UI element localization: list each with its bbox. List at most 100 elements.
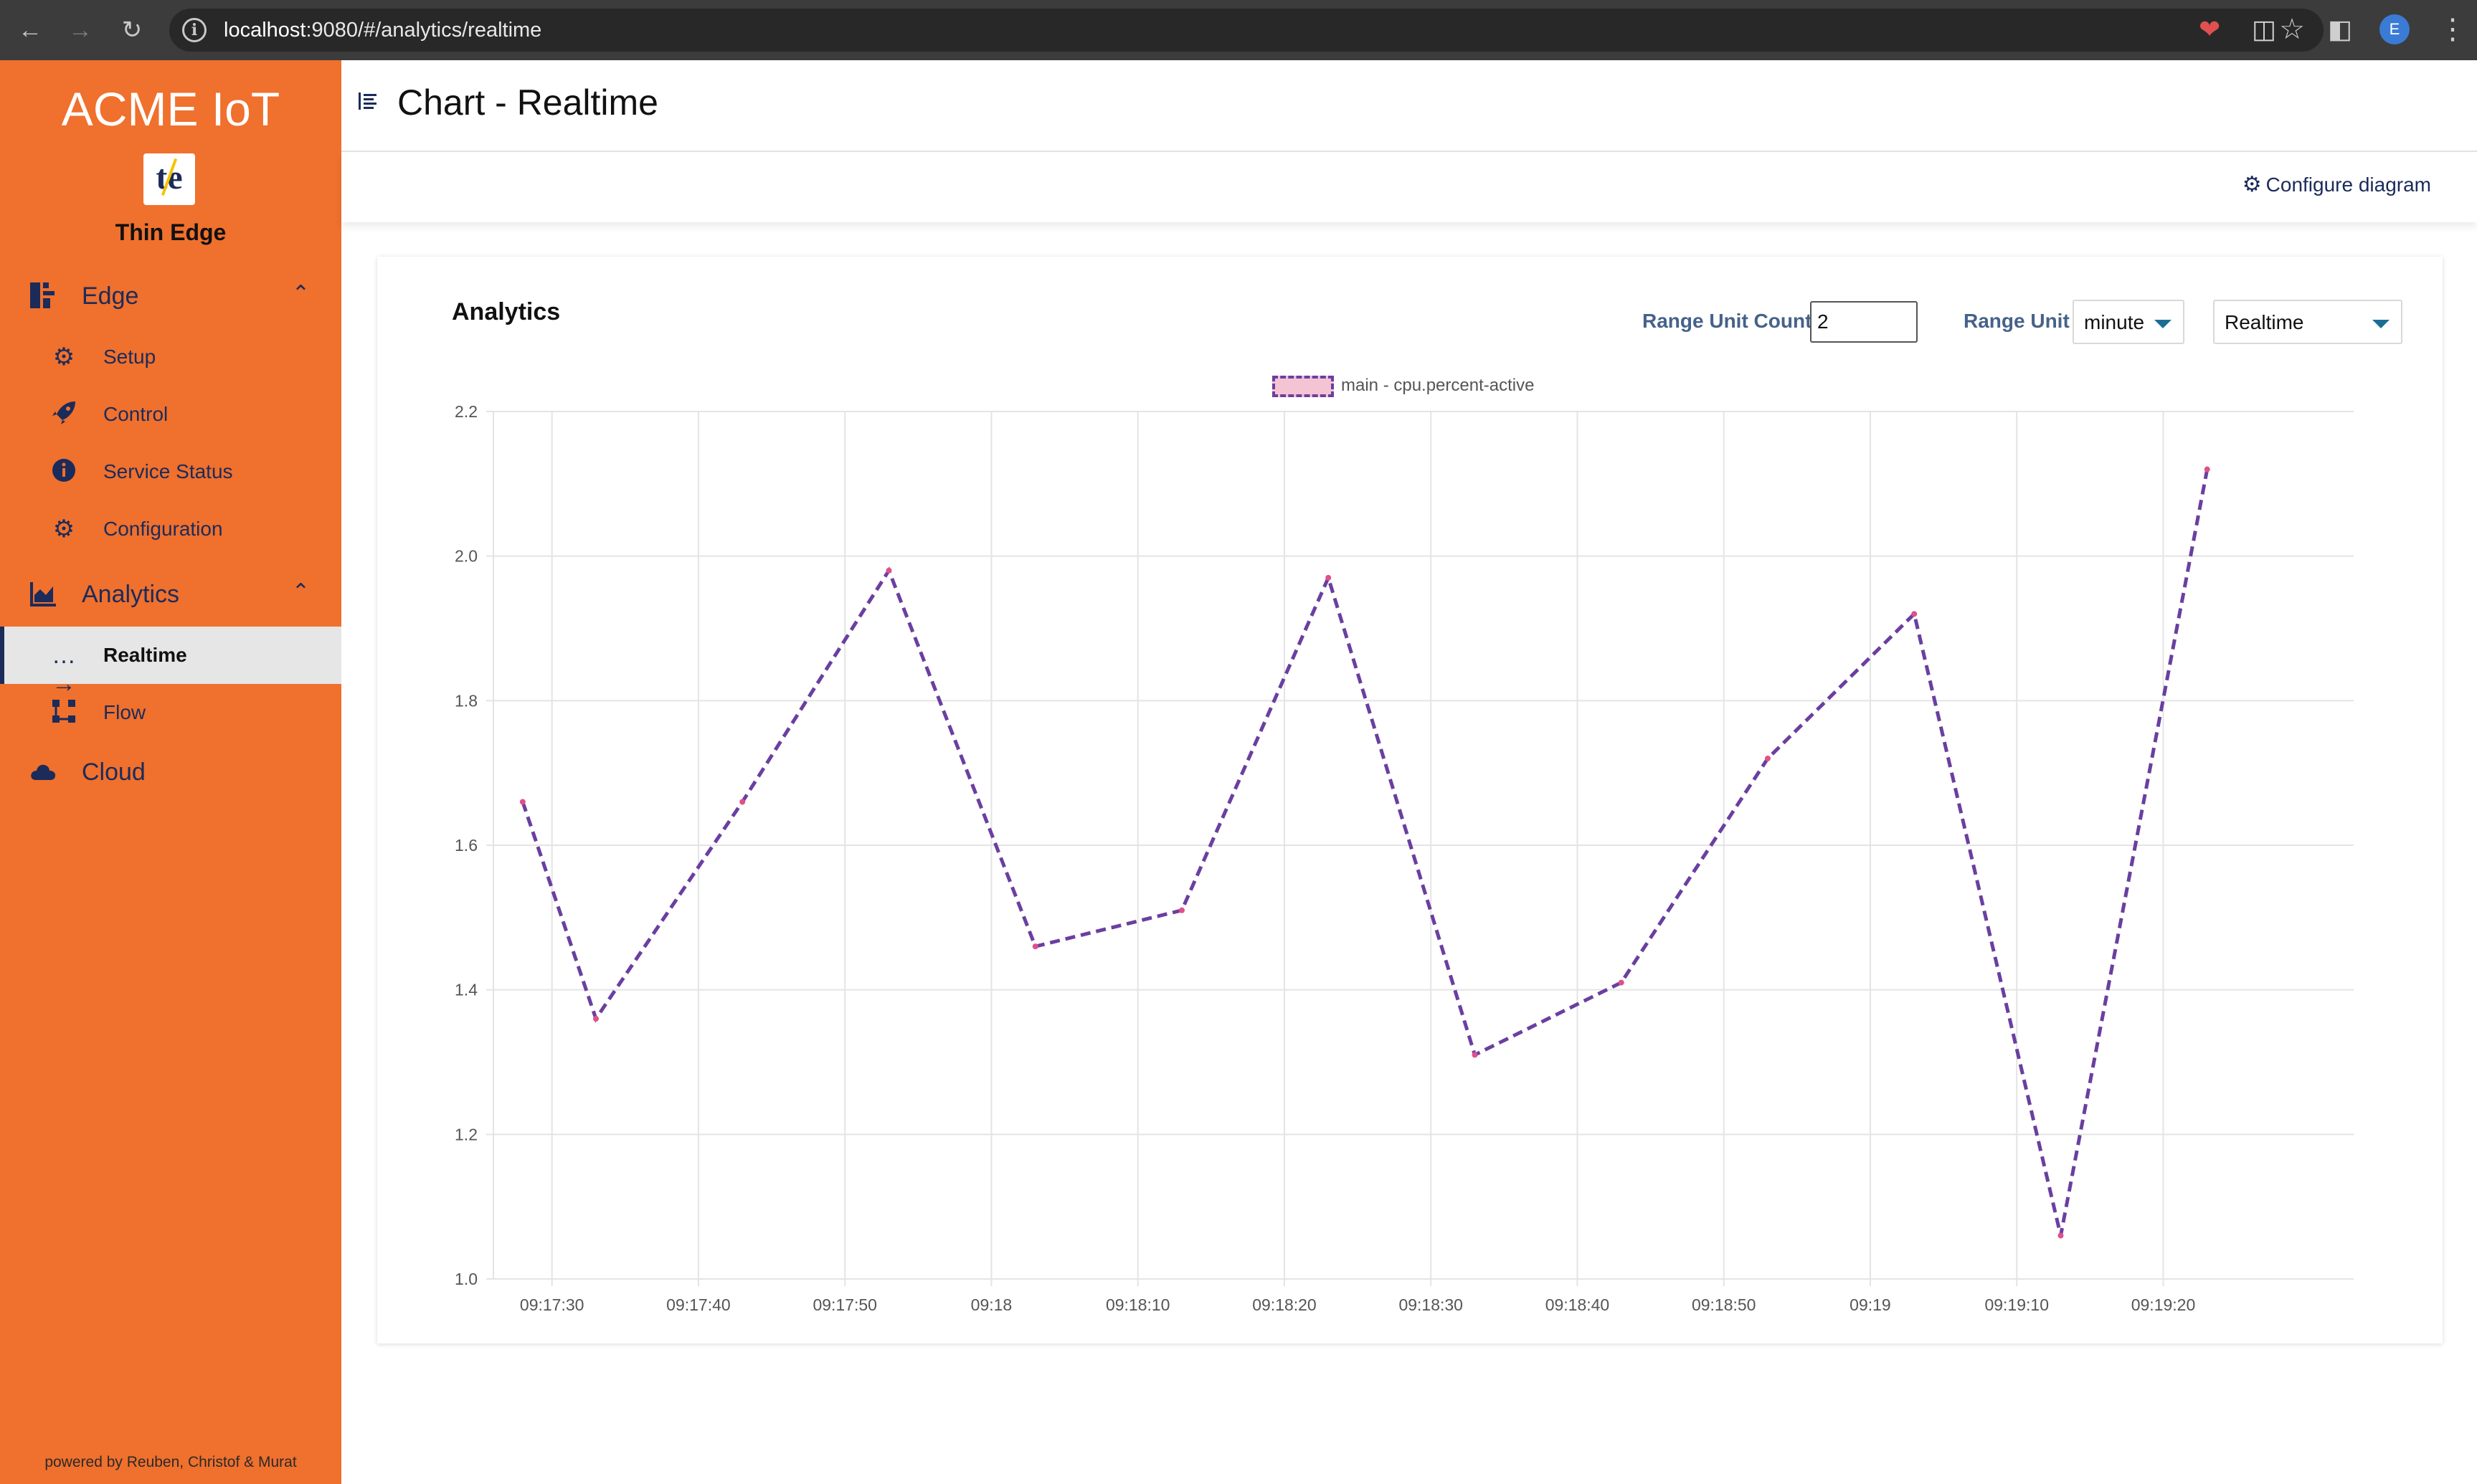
bookmark-star-icon[interactable]: ☆ <box>2279 14 2305 45</box>
data-point <box>1178 907 1185 913</box>
sidebar-item-label: Setup <box>103 346 156 368</box>
sidebar-toggle-icon[interactable] <box>357 90 379 112</box>
y-tick-label: 1.6 <box>455 836 478 855</box>
data-point <box>2057 1232 2064 1239</box>
sidebar-item-label: Flow <box>103 701 146 723</box>
analytics-card: Analytics Range Unit Count Range Unit mi… <box>377 257 2443 1343</box>
address-bar[interactable]: i localhost:9080/#/analytics/realtime ☆ <box>169 9 2324 52</box>
x-tick-label: 09:17:50 <box>813 1295 877 1314</box>
data-point <box>1764 756 1771 761</box>
side-panel-icon[interactable]: ◧ <box>2328 14 2353 44</box>
sidebar-group-label: Analytics <box>82 581 180 608</box>
configure-diagram-label: Configure diagram <box>2265 173 2431 196</box>
x-tick-label: 09:18:10 <box>1106 1295 1170 1314</box>
sidebar-item-label: Control <box>103 403 169 425</box>
y-tick-label: 1.8 <box>455 691 478 710</box>
forward-icon[interactable]: → <box>68 16 93 44</box>
gear-icon: ⚙ <box>2242 173 2262 196</box>
browser-menu-icon[interactable]: ⋮ <box>2438 14 2467 45</box>
y-tick-label: 1.0 <box>455 1270 478 1288</box>
info-icon <box>49 457 79 486</box>
url-text[interactable]: localhost:9080/#/analytics/realtime <box>224 19 542 42</box>
x-tick-label: 09:18:30 <box>1398 1295 1463 1314</box>
y-tick-label: 2.2 <box>455 402 478 421</box>
data-point <box>886 567 892 574</box>
card-title: Analytics <box>452 298 561 325</box>
sidebar-item-flow[interactable]: Flow <box>0 684 341 741</box>
chart-area-icon <box>29 579 57 608</box>
y-tick-label: 1.4 <box>455 981 478 999</box>
x-tick-label: 09:18:50 <box>1692 1295 1756 1314</box>
reload-icon[interactable]: ↻ <box>121 16 143 44</box>
extension-heart-icon[interactable]: ❤ <box>2199 14 2221 44</box>
range-unit-count-label: Range Unit Count <box>1642 310 1812 332</box>
caret-down-icon <box>2154 320 2171 328</box>
sidebar-item-label: Service Status <box>103 460 233 482</box>
data-point <box>739 799 746 805</box>
x-tick-label: 09:18:40 <box>1545 1295 1610 1314</box>
y-tick-label: 2.0 <box>455 547 478 566</box>
legend-label: main - cpu.percent-active <box>1341 376 1535 395</box>
sidebar-group-analytics[interactable]: Analytics ⌃ <box>0 569 341 619</box>
sidebar-item-setup[interactable]: ⚙ Setup <box>0 328 341 386</box>
sidebar-group-label: Cloud <box>82 758 146 786</box>
cloud-icon <box>29 757 57 786</box>
edge-name: Thin Edge <box>115 219 227 245</box>
x-tick-label: 09:19 <box>1850 1295 1891 1314</box>
range-unit-value: minute <box>2084 311 2145 333</box>
site-info-icon[interactable]: i <box>182 18 207 42</box>
x-tick-label: 09:18:20 <box>1252 1295 1317 1314</box>
data-point <box>1911 611 1918 617</box>
flow-icon <box>49 698 79 727</box>
data-point <box>1472 1052 1478 1058</box>
gear-icon: ⚙ <box>52 515 75 543</box>
sidebar-item-label: Configuration <box>103 518 223 540</box>
arrow-right-dotted-icon: …→ <box>52 642 76 698</box>
sidebar: ACME IoT te Thin Edge Edge ⌃ ⚙ Setup Con… <box>0 60 341 1484</box>
data-point <box>519 799 526 805</box>
sidebar-item-label: Realtime <box>103 644 187 666</box>
y-tick-label: 1.2 <box>455 1125 478 1143</box>
mode-select[interactable]: Realtime <box>2213 300 2402 344</box>
sidebar-group-cloud[interactable]: Cloud <box>0 747 341 797</box>
browser-toolbar: ← → ↻ i localhost:9080/#/analytics/realt… <box>0 0 2477 60</box>
data-point <box>1032 943 1038 950</box>
chevron-up-icon[interactable]: ⌃ <box>291 282 310 305</box>
range-unit-count-input[interactable] <box>1810 301 1918 343</box>
chevron-up-icon[interactable]: ⌃ <box>291 580 310 604</box>
action-bar: ⚙ Configure diagram <box>341 153 2477 222</box>
page-title: Chart - Realtime <box>397 82 658 123</box>
back-icon[interactable]: ← <box>18 16 42 44</box>
gear-icon: ⚙ <box>52 343 75 371</box>
sidebar-item-service-status[interactable]: Service Status <box>0 443 341 500</box>
configure-diagram-button[interactable]: ⚙ Configure diagram <box>2242 172 2431 197</box>
x-tick-label: 09:19:20 <box>2131 1295 2196 1314</box>
data-point <box>592 1016 599 1022</box>
legend-swatch <box>1272 376 1334 397</box>
data-point <box>2204 466 2210 472</box>
mode-value: Realtime <box>2225 311 2304 333</box>
data-point <box>1618 979 1624 986</box>
data-point <box>1325 574 1332 581</box>
sidebar-item-realtime[interactable]: …→ Realtime <box>0 627 341 698</box>
profile-avatar[interactable]: E <box>2379 14 2410 44</box>
x-tick-label: 09:17:40 <box>666 1295 731 1314</box>
page-header: Chart - Realtime <box>341 60 2477 152</box>
caret-down-icon <box>2372 320 2390 328</box>
sidebar-group-label: Edge <box>82 282 139 310</box>
app-title: ACME IoT <box>61 82 280 135</box>
x-tick-label: 09:17:30 <box>520 1295 584 1314</box>
x-tick-label: 09:19:10 <box>1984 1295 2049 1314</box>
edge-icon <box>29 281 57 310</box>
sidebar-group-edge[interactable]: Edge ⌃ <box>0 271 341 321</box>
sidebar-item-configuration[interactable]: ⚙ Configuration <box>0 500 341 558</box>
range-unit-label: Range Unit <box>1964 310 2070 332</box>
sidebar-item-control[interactable]: Control <box>0 386 341 443</box>
series-line <box>521 469 2210 1237</box>
range-unit-select[interactable]: minute <box>2073 300 2184 344</box>
footer-credit: powered by Reuben, Christof & Murat <box>44 1454 297 1470</box>
x-tick-label: 09:18 <box>971 1295 1013 1314</box>
rocket-icon <box>49 400 79 429</box>
thin-edge-logo: te <box>143 153 195 205</box>
extensions-puzzle-icon[interactable]: ◫ <box>2252 14 2277 44</box>
